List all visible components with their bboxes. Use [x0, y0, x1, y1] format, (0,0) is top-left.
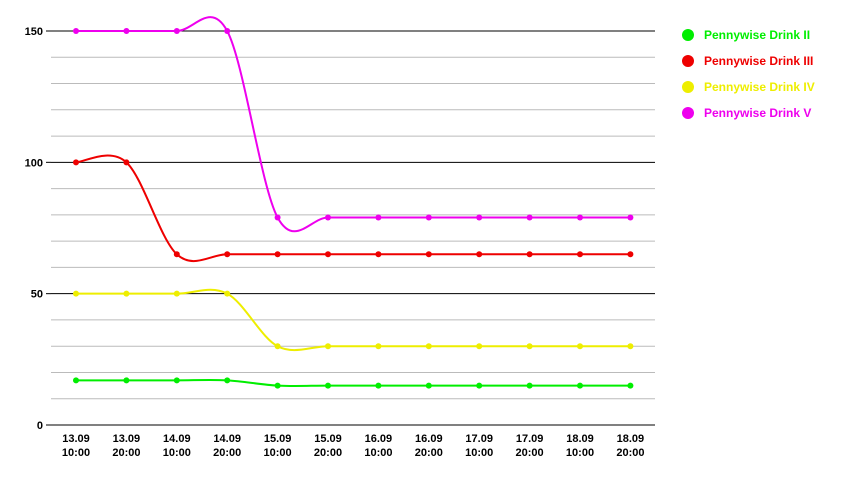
y-tick-label: 0 — [37, 420, 43, 432]
x-tick-label: 13.09 20:00 — [112, 433, 140, 459]
data-point — [325, 382, 331, 389]
data-point — [173, 28, 180, 34]
legend-label: Pennywise Drink III — [704, 54, 814, 68]
legend-label: Pennywise Drink V — [704, 106, 812, 120]
y-axis-labels: 0 50 100 150 — [25, 26, 43, 432]
data-point — [274, 251, 281, 258]
x-tick-label: 16.09 10:00 — [364, 433, 392, 459]
data-point — [577, 214, 583, 221]
data-point — [577, 382, 583, 389]
data-point — [375, 251, 382, 258]
data-point — [325, 214, 331, 221]
legend-label: Pennywise Drink IV — [704, 80, 815, 94]
x-tick-label: 14.09 10:00 — [163, 433, 191, 459]
x-tick-label: 17.09 10:00 — [465, 433, 493, 459]
data-point — [526, 214, 533, 221]
data-point — [73, 290, 79, 297]
data-point — [425, 251, 432, 258]
data-point — [526, 382, 533, 389]
data-point — [627, 382, 634, 389]
x-tick-label: 15.09 20:00 — [314, 433, 342, 459]
x-tick-label: 18.09 20:00 — [616, 433, 644, 459]
data-point — [73, 377, 79, 384]
data-point — [123, 28, 130, 34]
data-point — [425, 343, 432, 350]
data-point — [627, 214, 634, 221]
data-point — [526, 251, 533, 258]
x-tick-label: 18.09 10:00 — [566, 433, 594, 459]
data-point — [425, 214, 432, 221]
grid-lines — [46, 30, 655, 426]
legend-marker — [682, 81, 694, 93]
y-tick-label: 150 — [25, 26, 43, 38]
legend-item-drink-iii: Pennywise Drink III — [682, 48, 815, 74]
data-point — [224, 251, 231, 258]
data-point — [476, 343, 483, 350]
legend-marker — [682, 107, 694, 119]
data-point — [173, 290, 180, 297]
legend-item-drink-ii: Pennywise Drink II — [682, 22, 815, 48]
series-lines — [75, 16, 631, 387]
data-point — [173, 251, 180, 258]
data-point — [274, 343, 281, 350]
data-point — [73, 159, 79, 166]
x-tick-label: 16.09 20:00 — [415, 433, 443, 459]
x-tick-label: 13.09 10:00 — [62, 433, 90, 459]
data-point — [577, 343, 583, 350]
data-point — [425, 382, 432, 389]
data-point — [274, 382, 281, 389]
data-point — [375, 382, 382, 389]
x-tick-label: 17.09 20:00 — [516, 433, 544, 459]
data-point — [123, 159, 130, 166]
data-point — [274, 214, 281, 221]
data-point — [476, 251, 483, 258]
data-point — [627, 251, 634, 258]
data-point — [325, 251, 331, 258]
data-point — [123, 290, 130, 297]
series-points — [73, 28, 634, 389]
data-point — [526, 343, 533, 350]
x-tick-label: 15.09 10:00 — [264, 433, 292, 459]
series-line — [75, 154, 631, 262]
data-point — [325, 343, 331, 350]
series-line — [76, 378, 631, 387]
legend-item-drink-v: Pennywise Drink V — [682, 100, 815, 126]
data-point — [375, 343, 382, 350]
legend-item-drink-iv: Pennywise Drink IV — [682, 74, 815, 100]
legend: Pennywise Drink II Pennywise Drink III P… — [682, 22, 815, 126]
legend-label: Pennywise Drink II — [704, 28, 811, 42]
y-tick-label: 100 — [25, 157, 43, 169]
data-point — [375, 214, 382, 221]
legend-marker — [682, 29, 694, 41]
data-point — [224, 28, 231, 34]
data-point — [476, 382, 483, 389]
data-point — [627, 343, 634, 350]
data-point — [173, 377, 180, 384]
data-point — [476, 214, 483, 221]
data-point — [224, 290, 231, 297]
series-line — [75, 288, 631, 352]
x-tick-label: 14.09 20:00 — [213, 433, 241, 459]
series-line — [76, 16, 631, 233]
data-point — [224, 377, 231, 384]
x-axis-labels: 13.09 10:00 13.09 20:00 14.09 10:00 14.09 20:00… — [62, 433, 645, 459]
data-point — [123, 377, 130, 384]
y-tick-label: 50 — [31, 289, 43, 301]
data-point — [577, 251, 583, 258]
legend-marker — [682, 55, 694, 67]
data-point — [73, 28, 79, 34]
